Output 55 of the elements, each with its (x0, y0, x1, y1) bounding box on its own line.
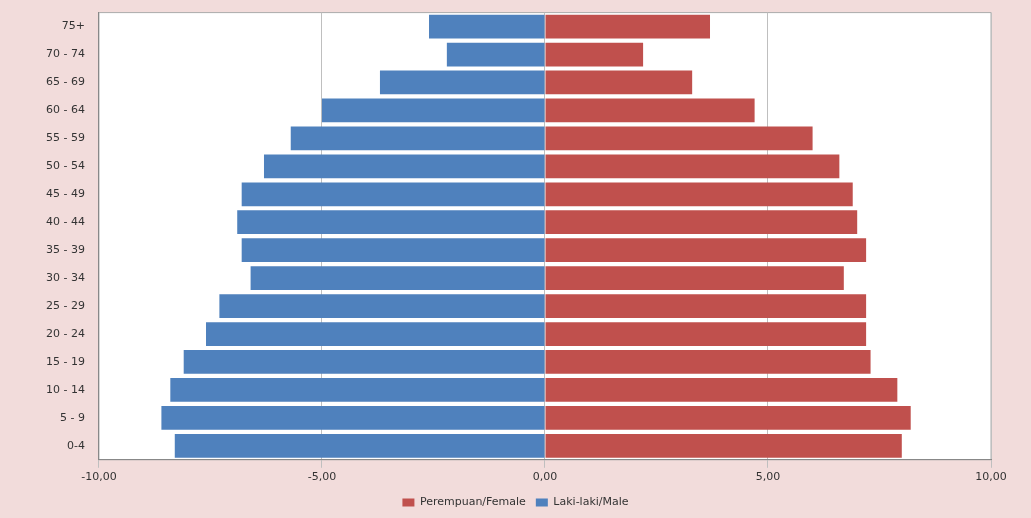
y-tick-label: 50 - 54 (45, 159, 85, 173)
y-tick-label: 75+ (61, 19, 85, 33)
bar (250, 266, 545, 290)
y-tick-label: 40 - 44 (45, 215, 85, 229)
x-tick-label: -10,00 (81, 470, 117, 484)
bar (545, 182, 853, 207)
y-tick-label: 25 - 29 (45, 298, 85, 312)
x-tick-label: -5,00 (307, 470, 337, 484)
bar (545, 406, 911, 430)
legend-label: Laki-laki/Male (553, 495, 629, 509)
bar (545, 126, 813, 151)
y-tick-label: 55 - 59 (45, 131, 85, 145)
y-tick-label: 10 - 14 (45, 382, 85, 396)
bar (545, 350, 871, 374)
bar (241, 238, 545, 263)
bar (545, 14, 711, 39)
legend-label: Perempuan/Female (419, 495, 527, 509)
bar (545, 210, 858, 235)
bar (321, 98, 545, 123)
bar (161, 406, 545, 430)
y-tick-label: 0-4 (66, 438, 85, 452)
y-tick-label: 30 - 34 (45, 270, 85, 284)
bar (545, 238, 867, 263)
bar (206, 322, 545, 346)
bar (545, 70, 693, 95)
bar (545, 294, 867, 318)
bar (237, 210, 545, 235)
x-tick-label: 0,00 (532, 470, 558, 484)
y-tick-label: 5 - 9 (59, 410, 85, 424)
bar (545, 266, 844, 290)
bar (219, 294, 545, 318)
bar (290, 126, 545, 151)
y-tick-label: 35 - 39 (45, 243, 85, 257)
bar (429, 14, 545, 39)
bar (545, 433, 902, 458)
y-tick-label: 65 - 69 (45, 75, 85, 89)
bar (446, 42, 545, 67)
bar (545, 378, 898, 402)
bar (545, 154, 840, 179)
bar (241, 182, 545, 207)
bar (170, 378, 545, 402)
bar (183, 350, 545, 374)
bar (174, 433, 545, 458)
y-tick-label: 70 - 74 (45, 47, 85, 61)
y-tick-label: 20 - 24 (45, 326, 85, 340)
y-tick-label: 15 - 19 (45, 354, 85, 368)
x-tick-label: 5,00 (755, 470, 781, 484)
bar (545, 322, 867, 346)
bar (379, 70, 545, 95)
x-tick-label: 10,00 (975, 470, 1007, 484)
bar (263, 154, 545, 179)
y-tick-label: 45 - 49 (45, 187, 85, 201)
bar (545, 42, 644, 67)
y-tick-label: 60 - 64 (45, 103, 85, 117)
bar (545, 98, 755, 123)
